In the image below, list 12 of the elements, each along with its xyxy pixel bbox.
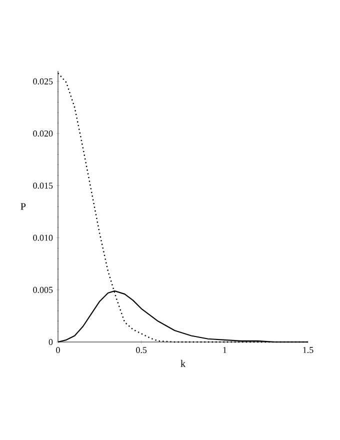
x-tick-label: 0 <box>56 347 60 354</box>
y-tick-label: 0.010 <box>33 234 53 241</box>
y-tick-label: 0.025 <box>33 78 53 84</box>
y-tick-label: 0 <box>48 338 53 346</box>
y-axis-title: P <box>20 203 26 210</box>
y-tick-label: 0.005 <box>33 286 53 293</box>
x-tick-label: 0.5 <box>136 347 147 354</box>
y-tick-label: 0.015 <box>33 182 53 189</box>
y-tick-label: 0.020 <box>33 130 53 137</box>
x-axis-title: k <box>180 360 186 367</box>
x-tick-label: 1 <box>223 347 226 353</box>
x-tick-label: 1.5 <box>303 347 314 354</box>
